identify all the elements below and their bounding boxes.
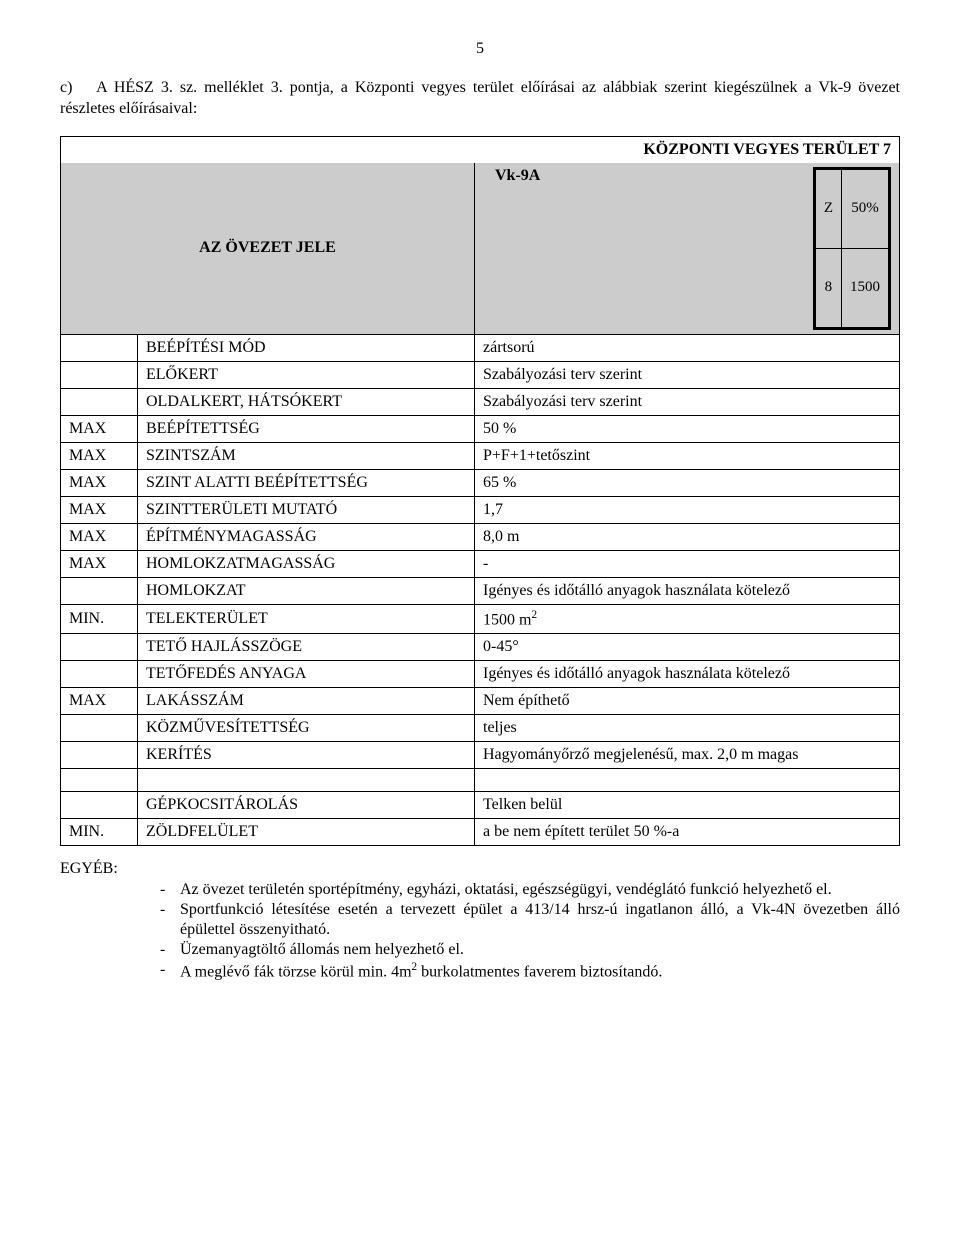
table-row: TETŐ HAJLÁSSZÖGE0-45°: [61, 633, 900, 660]
row-prefix: MAX: [61, 687, 138, 714]
table-row: MAXSZINTSZÁMP+F+1+tetőszint: [61, 442, 900, 469]
row-label: SZINTSZÁM: [138, 442, 475, 469]
intro-paragraph: c) A HÉSZ 3. sz. melléklet 3. pontja, a …: [60, 78, 900, 120]
table-row: BEÉPÍTÉSI MÓDzártsorú: [61, 334, 900, 361]
row-prefix: MAX: [61, 550, 138, 577]
header-title-row: KÖZPONTI VEGYES TERÜLET 7: [61, 136, 900, 163]
mini-r1c1: Z: [815, 169, 841, 248]
table-row: OLDALKERT, HÁTSÓKERTSzabályozási terv sz…: [61, 388, 900, 415]
egyeb-list: Az övezet területén sportépítmény, egyhá…: [60, 880, 900, 982]
row-prefix: [61, 388, 138, 415]
row-value: 50 %: [475, 415, 900, 442]
row-value: Telken belül: [475, 791, 900, 818]
row-value: Nem építhető: [475, 687, 900, 714]
row-value: 0-45°: [475, 633, 900, 660]
row-label: HOMLOKZATMAGASSÁG: [138, 550, 475, 577]
egyeb-item: A meglévő fák törzse körül min. 4m2 burk…: [160, 960, 900, 982]
row-value: 65 %: [475, 469, 900, 496]
row-value: a be nem épített terület 50 %-a: [475, 818, 900, 845]
row-label: LAKÁSSZÁM: [138, 687, 475, 714]
table-row: KERÍTÉSHagyományőrző megjelenésű, max. 2…: [61, 741, 900, 768]
row-label: ÉPÍTMÉNYMAGASSÁG: [138, 523, 475, 550]
row-prefix: [61, 741, 138, 768]
row-label: HOMLOKZAT: [138, 577, 475, 604]
row-value: P+F+1+tetőszint: [475, 442, 900, 469]
row-label: ELŐKERT: [138, 361, 475, 388]
row-value: Igényes és időtálló anyagok használata k…: [475, 577, 900, 604]
header-zone-code: Vk-9A: [495, 167, 540, 184]
mini-r2c2: 1500: [842, 248, 889, 327]
table-row: MAXHOMLOKZATMAGASSÁG-: [61, 550, 900, 577]
spacer-row: [61, 768, 900, 791]
row-prefix: [61, 361, 138, 388]
header-zone-code-cell: Vk-9A Z 50% 8 1500: [475, 163, 900, 335]
row-prefix: MAX: [61, 442, 138, 469]
row-label: KERÍTÉS: [138, 741, 475, 768]
row-prefix: [61, 791, 138, 818]
page-number: 5: [60, 40, 900, 58]
table-row: HOMLOKZATIgényes és időtálló anyagok has…: [61, 577, 900, 604]
table-row: ELŐKERTSzabályozási terv szerint: [61, 361, 900, 388]
row-label: KÖZMŰVESÍTETTSÉG: [138, 714, 475, 741]
row-value: teljes: [475, 714, 900, 741]
row-label: SZINTTERÜLETI MUTATÓ: [138, 496, 475, 523]
row-label: GÉPKOCSITÁROLÁS: [138, 791, 475, 818]
row-label: OLDALKERT, HÁTSÓKERT: [138, 388, 475, 415]
row-label: TETŐFEDÉS ANYAGA: [138, 660, 475, 687]
mini-r2c1: 8: [815, 248, 841, 327]
row-prefix: [61, 334, 138, 361]
row-prefix: MAX: [61, 523, 138, 550]
row-label: SZINT ALATTI BEÉPÍTETTSÉG: [138, 469, 475, 496]
row-value: 1,7: [475, 496, 900, 523]
egyeb-item: Sportfunkció létesítése esetén a terveze…: [160, 900, 900, 940]
row-label: ZÖLDFELÜLET: [138, 818, 475, 845]
row-label: BEÉPÍTÉSI MÓD: [138, 334, 475, 361]
intro-marker: c): [60, 78, 90, 99]
header-zone-label: AZ ÖVEZET JELE: [61, 163, 475, 335]
row-value: 8,0 m: [475, 523, 900, 550]
row-value: zártsorú: [475, 334, 900, 361]
row-prefix: MAX: [61, 496, 138, 523]
row-label: BEÉPÍTETTSÉG: [138, 415, 475, 442]
header-row: AZ ÖVEZET JELE Vk-9A Z 50% 8 1500: [61, 163, 900, 335]
row-value: Igényes és időtálló anyagok használata k…: [475, 660, 900, 687]
table-row: MIN.ZÖLDFELÜLETa be nem épített terület …: [61, 818, 900, 845]
table-row: GÉPKOCSITÁROLÁSTelken belül: [61, 791, 900, 818]
row-value: Szabályozási terv szerint: [475, 388, 900, 415]
table-row: MIN.TELEKTERÜLET1500 m2: [61, 604, 900, 633]
table-row: MAXBEÉPÍTETTSÉG50 %: [61, 415, 900, 442]
intro-text: A HÉSZ 3. sz. melléklet 3. pontja, a Köz…: [60, 79, 900, 117]
table-row: MAXLAKÁSSZÁMNem építhető: [61, 687, 900, 714]
row-prefix: [61, 660, 138, 687]
table-row: MAXSZINT ALATTI BEÉPÍTETTSÉG65 %: [61, 469, 900, 496]
row-prefix: MAX: [61, 469, 138, 496]
row-value: 1500 m2: [475, 604, 900, 633]
row-prefix: [61, 577, 138, 604]
egyeb-label: EGYÉB:: [60, 860, 900, 878]
row-prefix: MAX: [61, 415, 138, 442]
table-row: MAXSZINTTERÜLETI MUTATÓ1,7: [61, 496, 900, 523]
row-prefix: [61, 633, 138, 660]
egyeb-item: Üzemanyagtöltő állomás nem helyezhető el…: [160, 940, 900, 960]
table-row: KÖZMŰVESÍTETTSÉGteljes: [61, 714, 900, 741]
row-label: TELEKTERÜLET: [138, 604, 475, 633]
mini-r1c2: 50%: [842, 169, 889, 248]
row-prefix: MIN.: [61, 818, 138, 845]
row-prefix: MIN.: [61, 604, 138, 633]
row-label: TETŐ HAJLÁSSZÖGE: [138, 633, 475, 660]
table-row: MAXÉPÍTMÉNYMAGASSÁG8,0 m: [61, 523, 900, 550]
row-prefix: [61, 714, 138, 741]
row-value: -: [475, 550, 900, 577]
row-value: Szabályozási terv szerint: [475, 361, 900, 388]
row-value: Hagyományőrző megjelenésű, max. 2,0 m ma…: [475, 741, 900, 768]
egyeb-item: Az övezet területén sportépítmény, egyhá…: [160, 880, 900, 900]
zoning-table: KÖZPONTI VEGYES TERÜLET 7 AZ ÖVEZET JELE…: [60, 136, 900, 846]
table-row: TETŐFEDÉS ANYAGAIgényes és időtálló anya…: [61, 660, 900, 687]
header-title: KÖZPONTI VEGYES TERÜLET 7: [61, 136, 900, 163]
header-mini-box: Z 50% 8 1500: [813, 167, 891, 330]
egyeb-section: EGYÉB: Az övezet területén sportépítmény…: [60, 860, 900, 982]
